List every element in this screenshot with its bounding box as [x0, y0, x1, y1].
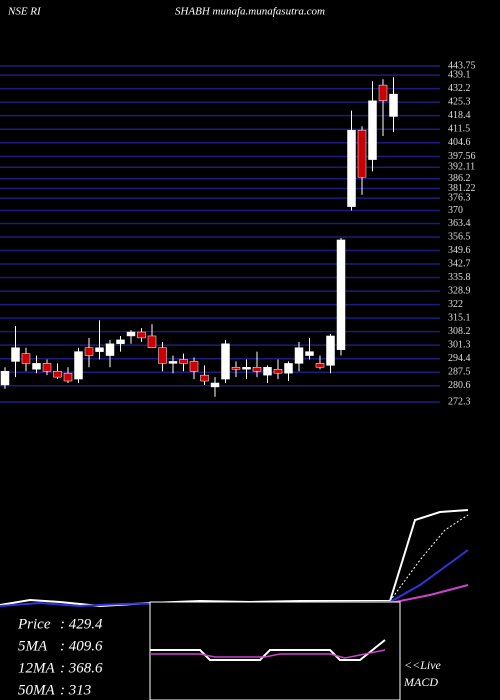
candle-body [347, 129, 356, 207]
y-tick-label: 386.2 [448, 173, 471, 184]
candle-body [315, 363, 325, 368]
candle-body [42, 363, 52, 372]
candle-body [74, 351, 83, 380]
candle-body [284, 363, 293, 374]
stat-value: : 313 [60, 682, 91, 698]
y-tick-label: 443.75 [448, 60, 476, 71]
candle-body [147, 335, 157, 348]
stats: Price : 429.4 5MA : 409.6 12MA : 368.6 50MA : 3… [17, 616, 103, 698]
candle-body [168, 361, 178, 364]
y-tick-label: 315.1 [448, 312, 471, 323]
stat-label: 12MA [18, 660, 55, 676]
y-tick-label: 439.1 [448, 69, 471, 80]
candle-body [294, 347, 304, 364]
y-tick-label: 397.56 [448, 151, 476, 162]
candle-body [242, 367, 251, 370]
y-tick-label: 342.7 [448, 258, 471, 269]
candle-body [0, 370, 10, 386]
y-tick-label: 370 [448, 205, 463, 216]
stat-value: : 368.6 [60, 660, 103, 676]
candle-body [336, 239, 346, 350]
candle-body [221, 343, 230, 380]
candle-body [378, 84, 388, 102]
candle-body [368, 100, 377, 160]
y-tick-label: 411.5 [448, 123, 470, 134]
candle-body [305, 351, 314, 356]
candle-body [326, 335, 335, 366]
candle-body [95, 347, 104, 352]
candle-body [189, 361, 199, 372]
y-tick-label: 301.3 [448, 339, 471, 350]
candle-body [53, 370, 62, 378]
macd-signal [150, 649, 386, 659]
y-tick-label: 404.6 [448, 137, 471, 148]
candle-body [200, 374, 209, 382]
candle-body [84, 347, 94, 356]
y-tick-label: 425.3 [448, 96, 471, 107]
chart-title: SHABH munafa.munafasutra.com [175, 6, 325, 18]
y-tick-label: 328.9 [448, 285, 471, 296]
stat-label: 5MA [18, 638, 48, 654]
y-tick-label: 376.3 [448, 192, 471, 203]
y-tick-label: 308.2 [448, 326, 471, 337]
stat-label: 50MA [18, 682, 55, 698]
y-tick-label: 349.6 [448, 245, 471, 256]
candle-body [126, 331, 136, 337]
stat-label: Price [17, 616, 51, 632]
candle-body [252, 367, 262, 372]
stat-value: : 429.4 [60, 616, 103, 632]
y-tick-label: 294.4 [448, 353, 471, 364]
live-label: <<Live [404, 658, 442, 672]
y-tick-label: 432.2 [448, 83, 471, 94]
candle-body [105, 343, 115, 356]
candle-body [116, 339, 125, 345]
y-tick-label: 287.5 [448, 367, 471, 378]
macd-line [150, 639, 386, 661]
candle-body [137, 331, 146, 339]
candle-body [231, 367, 241, 370]
candle-body [210, 382, 220, 388]
y-tick-label: 272.3 [448, 396, 471, 407]
macd-label: MACD [403, 675, 438, 689]
candle-body [389, 93, 398, 117]
y-tick-label: 392.11 [448, 161, 475, 172]
candle-body [63, 372, 73, 382]
y-tick-label: 363.4 [448, 218, 471, 229]
candle-body [263, 367, 272, 376]
candle-body [179, 359, 188, 364]
y-tick-label: 381.22 [448, 183, 476, 194]
y-tick-label: 335.8 [448, 272, 471, 283]
candle-body [11, 347, 20, 362]
indicator-line [389, 514, 469, 602]
stat-value: : 409.6 [60, 638, 103, 654]
candle-body [357, 129, 367, 178]
candle-body [32, 363, 41, 370]
indicator-line [0, 509, 469, 608]
y-tick-label: 418.4 [448, 110, 471, 121]
candle-body [21, 353, 31, 364]
candle-body [273, 369, 283, 374]
chart-title-left: NSE RI [7, 6, 42, 18]
candle-body [158, 347, 167, 364]
y-tick-label: 280.6 [448, 380, 471, 391]
y-tick-label: 356.5 [448, 231, 471, 242]
candles [0, 77, 398, 397]
y-tick-label: 322 [448, 299, 463, 310]
